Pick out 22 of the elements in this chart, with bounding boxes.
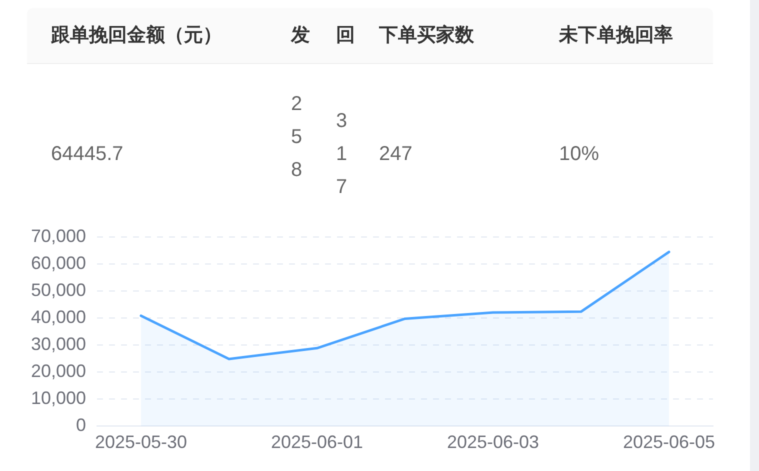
x-tick-label: 2025-06-03 bbox=[446, 432, 540, 452]
y-tick-label: 0 bbox=[76, 414, 86, 435]
x-tick-label: 2025-06-05 bbox=[622, 432, 716, 452]
y-tick-label: 70,000 bbox=[30, 226, 86, 246]
category-label: 发 bbox=[291, 24, 310, 48]
data-label: 247 bbox=[379, 142, 412, 167]
category-label: 未下单挽回率 bbox=[559, 24, 673, 48]
data-label: 10% bbox=[559, 142, 600, 167]
category-label: 跟单挽回金额（元） bbox=[51, 24, 222, 48]
y-tick-label: 10,000 bbox=[30, 388, 86, 408]
category-label: 下单买家数 bbox=[379, 24, 474, 48]
y-tick-label: 30,000 bbox=[30, 334, 86, 354]
y-tick-label: 50,000 bbox=[30, 280, 86, 300]
data-label: 64445.7 bbox=[51, 142, 124, 167]
category-label: 回 bbox=[336, 24, 355, 48]
data-label: 317 bbox=[336, 109, 348, 200]
x-tick-label: 2025-06-01 bbox=[270, 432, 364, 452]
y-tick-label: 20,000 bbox=[30, 360, 86, 381]
data-label: 258 bbox=[291, 92, 304, 183]
x-tick-label: 2025-05-30 bbox=[94, 432, 188, 452]
y-tick-label: 40,000 bbox=[30, 306, 86, 327]
y-tick-label: 60,000 bbox=[30, 252, 86, 273]
